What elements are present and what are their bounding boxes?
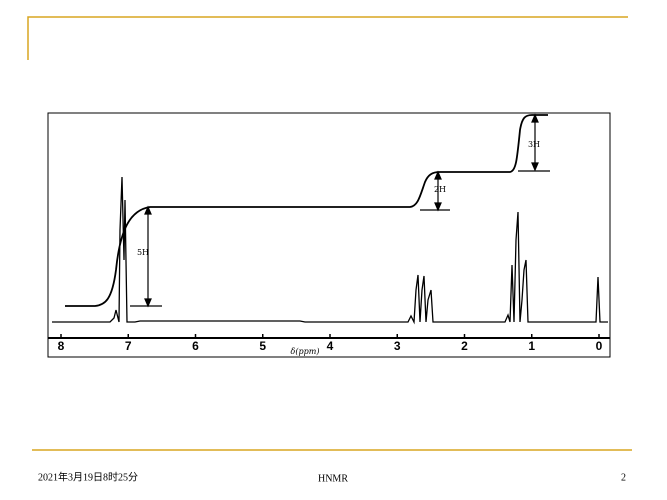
x-axis-label: δ(ppm)	[291, 347, 320, 356]
x-tick-label: 5	[259, 339, 266, 353]
integral-label: 2H	[434, 185, 446, 194]
x-tick-label: 3	[394, 339, 401, 353]
integral-label: 5H	[137, 248, 149, 257]
integral-label: 3H	[528, 140, 540, 149]
integral-curve	[65, 114, 548, 307]
integral-arrows	[130, 113, 550, 308]
x-tick-label: 0	[596, 339, 603, 353]
x-tick-label: 2	[461, 339, 468, 353]
footer-date: 2021年3月19日8时25分	[38, 470, 138, 483]
footer-title: HNMR	[318, 473, 348, 484]
top-rule	[27, 16, 628, 60]
page-number: 2	[621, 472, 626, 483]
x-tick-label: 7	[125, 339, 132, 353]
spectrum-figure: 8 7 6 5 4 3 2 1 0 δ(ppm) 5H 2H 3H	[47, 112, 611, 358]
figure-frame	[47, 112, 611, 358]
x-tick-label: 1	[528, 339, 535, 353]
x-tick-label: 8	[58, 339, 65, 353]
spectrum-trace	[52, 176, 608, 325]
x-tick-label: 6	[192, 339, 199, 353]
x-tick-label: 4	[327, 339, 334, 353]
